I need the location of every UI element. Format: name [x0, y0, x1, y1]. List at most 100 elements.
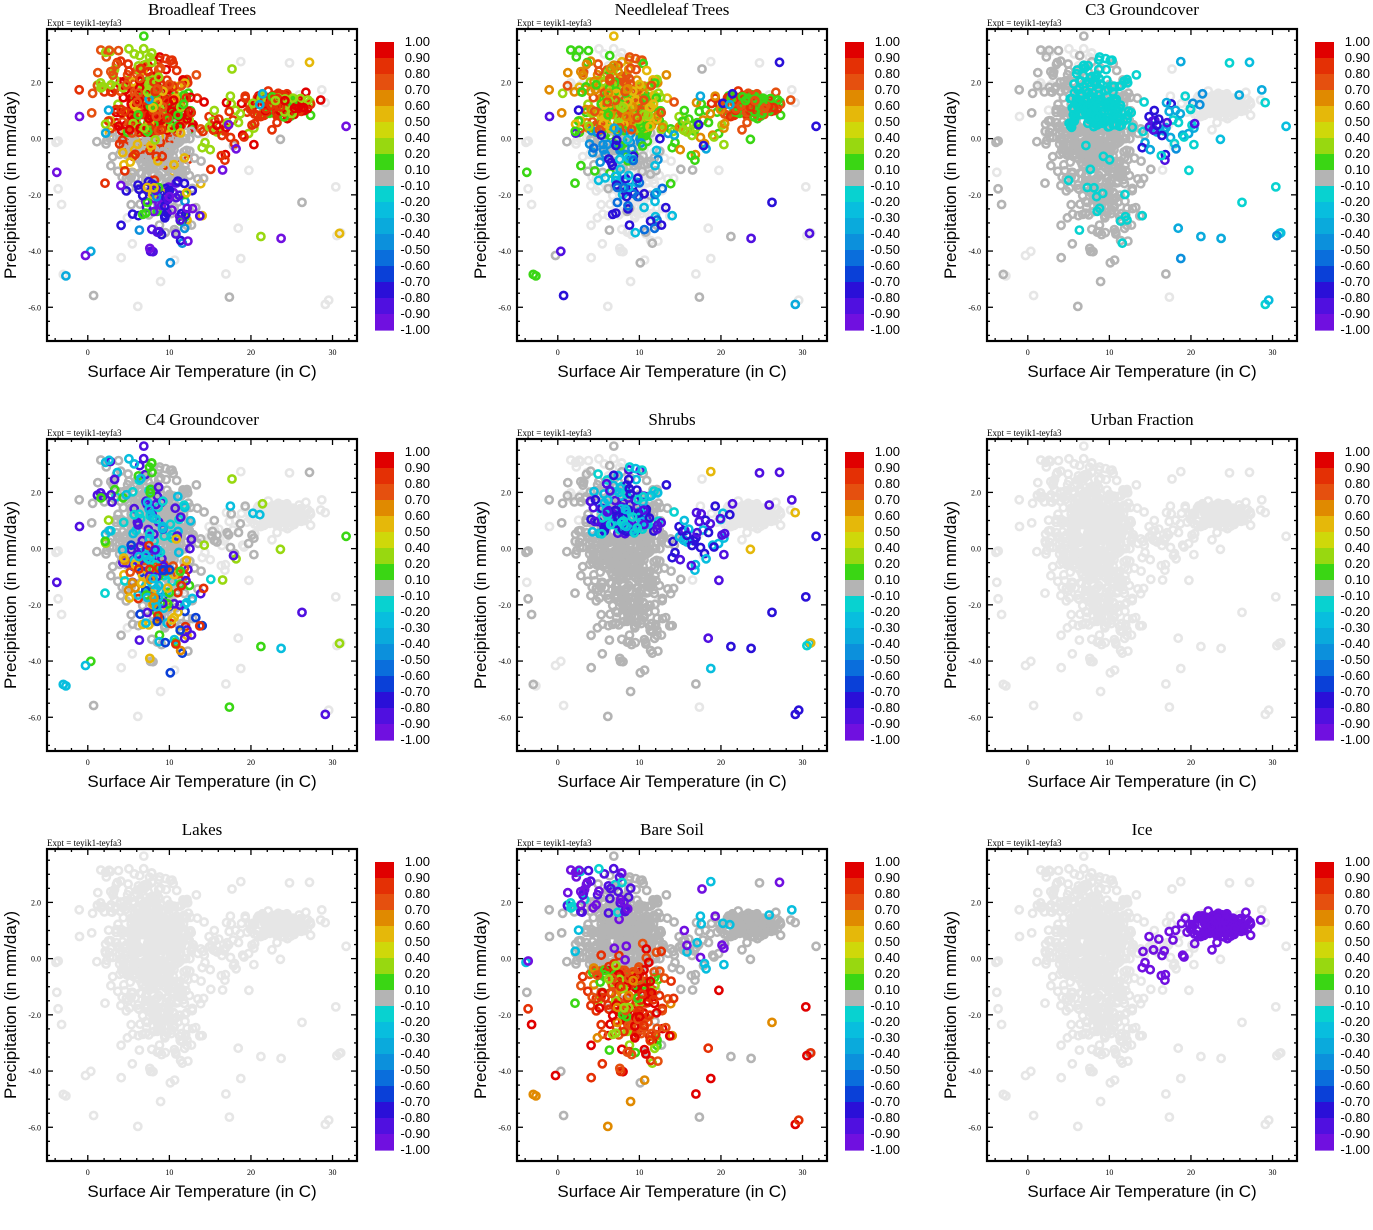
data-point: [606, 227, 613, 234]
x-tick-label: 30: [1269, 348, 1277, 357]
colorbar-label: -0.60: [400, 668, 430, 683]
data-point: [343, 533, 350, 540]
data-point: [227, 544, 234, 551]
data-point: [689, 166, 696, 173]
colorbar-band: [1315, 266, 1334, 283]
data-point: [118, 664, 125, 671]
data-point: [228, 475, 235, 482]
data-point: [1064, 214, 1071, 221]
colorbar-band: [375, 282, 394, 299]
colorbar-band: [375, 580, 394, 597]
data-point: [696, 294, 703, 301]
colorbar-label: -0.50: [400, 652, 430, 667]
data-point: [140, 455, 147, 462]
colorbar-band: [845, 186, 864, 203]
data-point: [235, 635, 242, 642]
colorbar-band: [375, 218, 394, 235]
colorbar-band: [1315, 234, 1334, 251]
colorbar-band: [375, 90, 394, 107]
data-point: [242, 93, 249, 100]
data-point: [1065, 60, 1072, 67]
y-tick-label: 0.0: [501, 135, 511, 144]
data-point: [167, 259, 174, 266]
colorbar-label: 1.00: [1345, 34, 1370, 49]
colorbar-band: [375, 234, 394, 251]
data-point: [237, 468, 244, 475]
data-point: [134, 303, 141, 310]
data-point: [105, 517, 112, 524]
colorbar-band: [1315, 218, 1334, 235]
data-point: [1262, 99, 1269, 106]
data-point: [139, 192, 146, 199]
y-tick-label: -2.0: [498, 191, 511, 200]
data-point: [273, 119, 280, 126]
data-point: [306, 469, 313, 476]
data-point: [117, 592, 124, 599]
data-point: [1177, 255, 1184, 262]
data-point: [585, 47, 592, 54]
x-tick-label: 0: [86, 348, 90, 357]
data-point: [1208, 126, 1215, 133]
colorbar-band: [845, 202, 864, 219]
data-point: [567, 46, 574, 53]
data-point: [218, 132, 225, 139]
colorbar-label: 0.70: [405, 82, 430, 97]
y-tick-label: -2.0: [28, 191, 41, 200]
data-point: [332, 593, 339, 600]
colorbar-label: 0.70: [1345, 82, 1370, 97]
data-point: [644, 179, 651, 186]
plot-frame: [47, 439, 357, 751]
data-point: [707, 110, 714, 117]
data-point: [563, 138, 570, 145]
colorbar-label: 0.60: [1345, 98, 1370, 113]
colorbar-band: [845, 58, 864, 75]
data-point: [606, 52, 613, 59]
data-point: [256, 101, 263, 108]
colorbar-label: -0.80: [400, 700, 430, 715]
data-point: [237, 520, 244, 527]
colorbar-label: 0.50: [405, 524, 430, 539]
data-point: [738, 126, 745, 133]
data-point: [277, 136, 284, 143]
data-point: [250, 551, 257, 558]
colorbar-band: [375, 548, 394, 565]
data-point: [998, 201, 1005, 208]
data-point: [113, 61, 120, 68]
data-point: [1190, 141, 1197, 148]
x-tick-label: 10: [1105, 348, 1113, 357]
data-point: [1080, 33, 1087, 40]
colorbar-band: [1315, 154, 1334, 171]
data-point: [743, 119, 750, 126]
data-point: [1057, 182, 1064, 189]
data-point: [1177, 58, 1184, 65]
data-point: [88, 109, 95, 116]
data-point: [125, 455, 132, 462]
x-tick-label: 20: [247, 348, 255, 357]
colorbar-band: [375, 692, 394, 709]
data-point: [1069, 240, 1076, 247]
data-point: [53, 579, 60, 586]
colorbar-band: [375, 532, 394, 549]
colorbar-label: -1.00: [400, 732, 430, 747]
plot-title: Broadleaf Trees: [148, 0, 256, 19]
data-point: [1117, 218, 1124, 225]
colorbar-band: [845, 250, 864, 267]
data-point: [237, 255, 244, 262]
data-point: [1045, 107, 1052, 114]
data-point: [101, 590, 108, 597]
x-tick-label: 30: [329, 348, 337, 357]
colorbar-label: -0.10: [400, 588, 430, 603]
data-point: [1068, 169, 1075, 176]
data-point: [191, 155, 198, 162]
data-point: [546, 113, 553, 120]
plot-title: Needleleaf Trees: [615, 0, 730, 19]
experiment-label: Expt = teyik1-teyfa3: [47, 18, 122, 28]
colorbar-label: -0.50: [400, 242, 430, 257]
data-point: [1177, 110, 1184, 117]
data-point: [127, 569, 134, 576]
data-point: [227, 503, 234, 510]
colorbar-band: [1315, 122, 1334, 139]
colorbar-band: [1315, 58, 1334, 75]
y-tick-label: 2.0: [971, 78, 981, 87]
